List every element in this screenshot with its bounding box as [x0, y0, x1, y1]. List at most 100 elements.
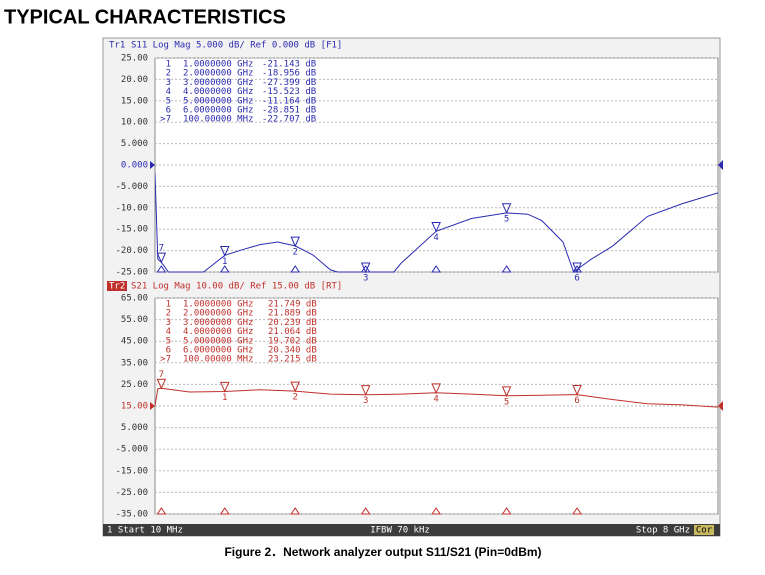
marker	[156, 378, 167, 390]
marker-axis	[219, 507, 230, 515]
marker-name: 1	[166, 60, 171, 70]
marker	[572, 262, 582, 274]
marker-name: 2	[166, 69, 171, 79]
marker-axis	[219, 265, 230, 273]
marker-axis	[156, 507, 167, 515]
marker	[572, 384, 582, 396]
marker-axis	[501, 507, 512, 515]
ref-arrow	[150, 161, 155, 169]
status-cor: Cor	[696, 526, 713, 536]
marker-name: 3	[166, 318, 171, 328]
y-tick-label: 35.00	[121, 358, 148, 368]
marker-name: 6	[166, 346, 171, 356]
marker-axis	[156, 265, 167, 273]
status-ifbw: IFBW 70 kHz	[370, 526, 430, 536]
ref-arrow	[718, 401, 723, 411]
marker-axis	[290, 265, 301, 273]
marker	[219, 381, 230, 393]
marker-name: >7	[160, 355, 171, 365]
marker	[219, 245, 230, 257]
y-tick-label: -5.000	[115, 182, 148, 192]
y-tick-label: -15.00	[115, 466, 148, 476]
marker-freq: 4.0000000 GHz	[183, 327, 253, 337]
marker-value: 19.702 dB	[268, 336, 317, 346]
marker-freq: 3.0000000 GHz	[183, 78, 253, 88]
marker-tag: 3	[363, 274, 368, 284]
marker	[360, 262, 371, 274]
marker-freq: 6.0000000 GHz	[183, 106, 253, 116]
marker-axis	[431, 265, 442, 273]
marker-value: 21.889 dB	[268, 309, 317, 319]
marker-freq: 2.0000000 GHz	[183, 69, 253, 79]
trace-line	[155, 387, 718, 408]
marker-freq: 4.0000000 GHz	[183, 87, 253, 97]
marker-value: -28.851 dB	[262, 106, 316, 116]
marker	[501, 386, 512, 398]
marker-freq: 1.0000000 GHz	[183, 300, 253, 310]
marker	[431, 221, 441, 233]
marker-freq: 6.0000000 GHz	[183, 346, 253, 356]
marker	[156, 252, 167, 264]
marker-tag: 1	[222, 257, 227, 267]
marker-axis	[572, 265, 583, 273]
marker-value: -21.143 dB	[262, 60, 316, 70]
marker-tag: 5	[504, 214, 509, 224]
marker-tag: 6	[574, 396, 579, 406]
y-tick-label: 5.000	[121, 423, 148, 433]
trace-id: Tr2	[109, 282, 125, 292]
marker-name: >7	[160, 115, 171, 125]
y-tick-label: 10.00	[121, 118, 148, 128]
marker-tag: 2	[293, 248, 298, 258]
page-title: TYPICAL CHARACTERISTICS	[4, 6, 286, 28]
cor-badge	[694, 525, 714, 535]
y-tick-label: 25.00	[121, 54, 148, 64]
marker-tag: 2	[293, 393, 298, 403]
marker	[431, 383, 441, 395]
marker-freq: 1.0000000 GHz	[183, 60, 253, 70]
marker-tag: 3	[363, 396, 368, 406]
trace-header: S21 Log Mag 10.00 dB/ Ref 15.00 dB [RT]	[131, 282, 342, 292]
trace-id: Tr1	[109, 41, 125, 51]
marker-name: 4	[166, 327, 171, 337]
marker-name: 2	[166, 309, 171, 319]
marker-value: 20.239 dB	[268, 318, 317, 328]
y-tick-label: 0.000	[121, 161, 148, 171]
marker-axis	[431, 507, 442, 515]
caption: Figure 2．Network analyzer output S11/S21…	[224, 545, 541, 559]
y-tick-label: -25.00	[115, 488, 148, 498]
marker-value: -22.707 dB	[262, 115, 316, 125]
marker-value: 20.340 dB	[268, 346, 317, 356]
marker-value: 23.215 dB	[268, 355, 317, 365]
status-bar	[103, 524, 720, 536]
marker-name: 4	[166, 87, 171, 97]
marker-tag: 1	[222, 393, 227, 403]
marker	[360, 385, 371, 396]
marker-axis	[360, 507, 371, 515]
trace-badge	[107, 281, 127, 291]
marker-freq: 5.0000000 GHz	[183, 336, 253, 346]
ref-arrow	[718, 160, 723, 170]
marker-freq: 3.0000000 GHz	[183, 318, 253, 328]
trace-header: S11 Log Mag 5.000 dB/ Ref 0.000 dB [F1]	[131, 41, 342, 51]
marker-freq: 100.00000 MHz	[183, 115, 253, 125]
marker-name: 6	[166, 106, 171, 116]
y-tick-label: -15.00	[115, 225, 148, 235]
y-tick-label: -25.00	[115, 268, 148, 278]
marker-name: 3	[166, 78, 171, 88]
y-tick-label: -35.00	[115, 510, 148, 520]
y-tick-label: -5.000	[115, 445, 148, 455]
marker-value: -15.523 dB	[262, 87, 316, 97]
ref-arrow	[150, 402, 155, 410]
marker-tag: 6	[574, 274, 579, 284]
marker-axis	[290, 507, 301, 515]
marker-value: -18.956 dB	[262, 69, 316, 79]
marker-tag: 5	[504, 397, 509, 407]
y-tick-label: 45.00	[121, 337, 148, 347]
y-tick-label: 25.00	[121, 380, 148, 390]
marker-tag: 7	[159, 244, 164, 254]
marker-value: 21.064 dB	[268, 327, 317, 337]
y-tick-label: -20.00	[115, 246, 148, 256]
marker-tag: 7	[159, 370, 164, 380]
marker-axis	[501, 265, 512, 273]
